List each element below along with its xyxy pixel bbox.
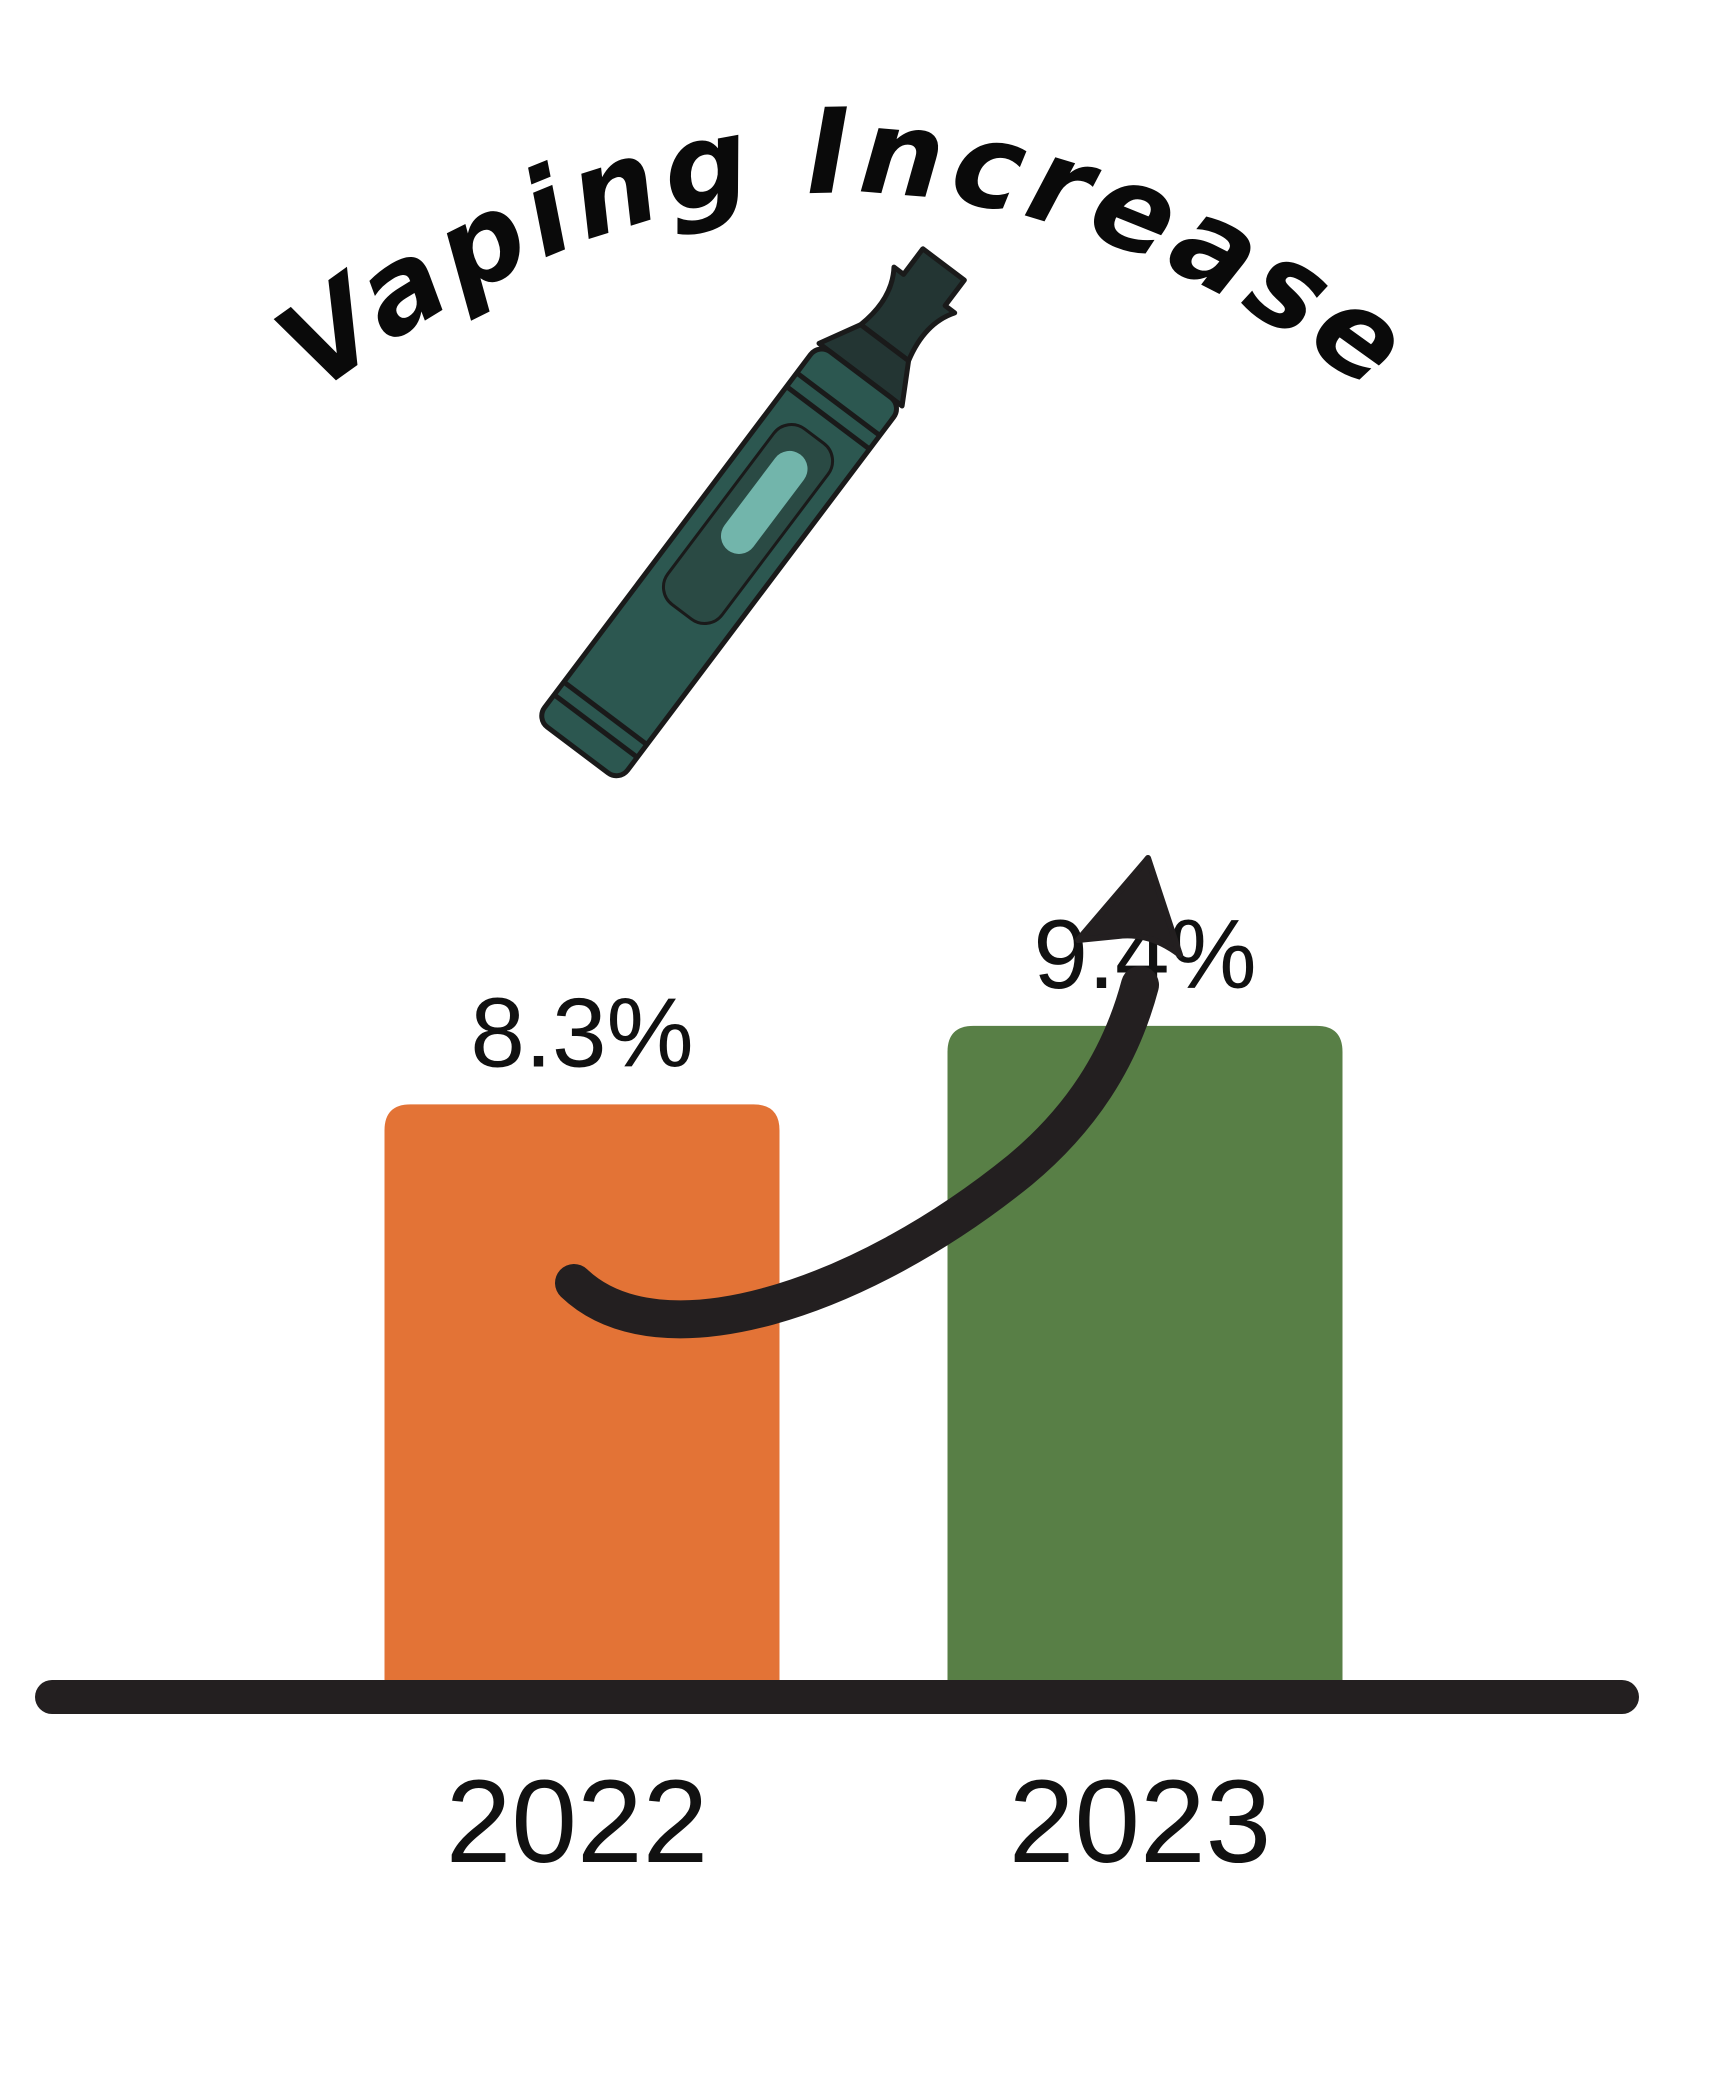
value-label-2022: 8.3%: [470, 977, 693, 1087]
category-label-2023: 2023: [1009, 1756, 1272, 1888]
category-label-2022: 2022: [446, 1756, 709, 1888]
trend-arrow: [555, 855, 1183, 1339]
bar-2022: [384, 1104, 780, 1697]
vape-pen-icon: [539, 246, 967, 779]
bar-2023: [947, 1025, 1343, 1697]
